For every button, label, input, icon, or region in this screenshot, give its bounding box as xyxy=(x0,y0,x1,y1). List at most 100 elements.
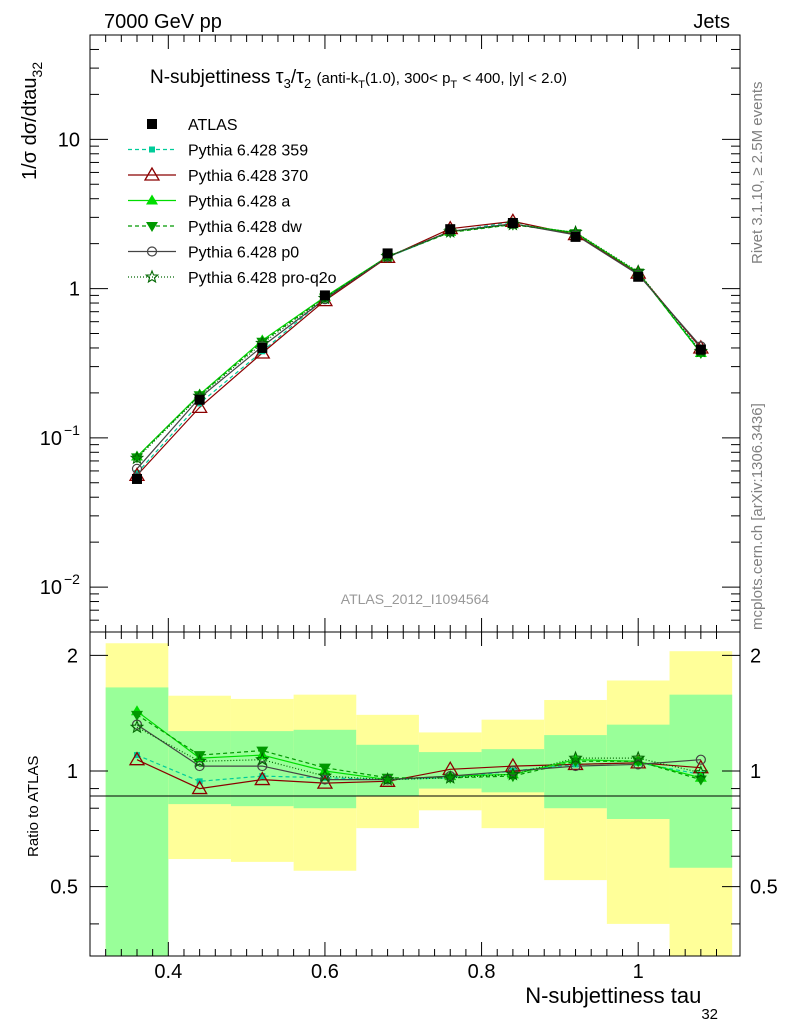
title-sub2: 2 xyxy=(304,76,311,91)
main-point-0-5 xyxy=(445,224,456,235)
ratio-point-0-2 xyxy=(259,773,266,780)
main-point-0-3 xyxy=(319,290,330,301)
main-ylabel-sub: 32 xyxy=(29,62,45,78)
title-tau-a: τ xyxy=(276,66,284,88)
ratio-ytick-label-left-2: 2 xyxy=(67,645,78,667)
main-ytick-exp-1: −1 xyxy=(64,422,80,438)
main-point-0-2 xyxy=(257,342,268,353)
ratio-axes: 0.5 0.5 1 1 2 2 0.4 0.6 0.8 1 xyxy=(50,632,778,983)
category-label: Jets xyxy=(693,11,730,33)
ratio-point-1-2 xyxy=(254,771,271,786)
plot-title: N-subjettiness τ3/τ2 (anti-kT(1.0), 300<… xyxy=(150,66,567,93)
main-line-6 xyxy=(136,223,702,459)
ratio-xlabel-text: N-subjettiness tau xyxy=(525,983,701,1008)
ratio-point-5-0 xyxy=(129,719,145,734)
ratio-xtick-label-3: 1 xyxy=(633,961,644,983)
ratio-frame xyxy=(89,631,741,957)
ratio-point-4-8 xyxy=(633,759,644,770)
main-ytick-label-1: 10 xyxy=(40,428,62,450)
ratio-ytick-label-right-1: 1 xyxy=(750,761,761,783)
main-line-5 xyxy=(136,223,702,470)
main-ylabel: 1/σ dσ/dtau32 xyxy=(19,62,45,180)
ratio-point-5-5 xyxy=(443,770,458,784)
analysis-id: ATLAS_2012_I1094564 xyxy=(341,591,490,607)
title-main: N-subjettiness xyxy=(150,67,270,88)
ratio-xlabel-sub: 32 xyxy=(701,1006,718,1023)
ratio-point-4-3 xyxy=(319,774,331,785)
legend-marker-0 xyxy=(147,119,157,129)
main-ytick-label-2: 1 xyxy=(69,279,80,301)
ratio-uncertainty-bands xyxy=(105,643,733,956)
ratio-stat-band-4 xyxy=(356,744,419,797)
ratio-line-1 xyxy=(136,759,701,790)
main-ylabel-text: 1/σ dσ/dtau xyxy=(19,77,41,180)
legend: ATLAS Pythia 6.428 359 Pythia 6.428 370 Pyt… xyxy=(128,117,337,287)
main-point-0-8 xyxy=(633,271,644,282)
legend-label-0: ATLAS xyxy=(188,117,238,134)
ratio-point-3-2 xyxy=(256,746,269,757)
ratio-point-5-3 xyxy=(317,768,333,783)
ratio-series-lines xyxy=(136,710,701,790)
legend-marker-3 xyxy=(146,194,158,205)
ratio-point-1-0 xyxy=(128,751,146,766)
rivet-label: Rivet 3.1.10, ≥ 2.5M events xyxy=(749,82,766,265)
main-point-0-7 xyxy=(570,231,581,242)
ratio-panel: 0.5 0.5 1 1 2 2 0.4 0.6 0.8 1 xyxy=(50,631,778,983)
ratio-point-4-9 xyxy=(695,754,706,765)
main-point-6-0 xyxy=(129,450,145,465)
main-ytick-label-0: 10 xyxy=(40,577,62,599)
legend-marker-1 xyxy=(149,146,155,153)
main-line-4 xyxy=(136,224,702,458)
title-sub3: 3 xyxy=(284,76,291,91)
ratio-point-4-6 xyxy=(507,765,518,777)
ratio-ylabel: Ratio to ATLAS xyxy=(25,756,42,857)
ratio-ytick-label-right-2: 2 xyxy=(750,645,761,667)
ratio-line-4 xyxy=(136,724,701,781)
ratio-stat-band-0 xyxy=(105,687,169,956)
ratio-stat-band-2 xyxy=(230,731,294,807)
ratio-line-5 xyxy=(136,726,701,781)
ratio-point-0-3 xyxy=(321,774,328,781)
ratio-point-4-7 xyxy=(570,760,581,772)
main-point-0-6 xyxy=(507,218,518,229)
main-point-5-0 xyxy=(131,463,143,474)
title-cuts-c: < 400, |y| < 2.0) xyxy=(462,70,567,87)
title-cuts-b: (1.0), 300< p xyxy=(365,70,450,87)
main-point-4-2 xyxy=(256,337,269,348)
main-ytick-exp-0: −2 xyxy=(64,571,80,587)
ratio-point-5-6 xyxy=(505,766,521,781)
ratio-ytick-label-left-1: 1 xyxy=(67,761,78,783)
title-tau-b: τ xyxy=(296,66,304,88)
ratio-point-3-9 xyxy=(694,775,707,786)
main-point-0-0 xyxy=(131,473,142,484)
ratio-ytick-label-left-0: 0.5 xyxy=(50,877,78,899)
title-sub-t2: T xyxy=(450,79,457,91)
title-slash: / xyxy=(291,67,297,88)
title-cuts-a: (anti-k xyxy=(317,70,359,87)
main-ytick-label-3: 10 xyxy=(58,129,80,151)
ratio-point-4-2 xyxy=(257,760,268,772)
ratio-xlabel: N-subjettiness tau32 xyxy=(525,983,718,1023)
main-series-markers xyxy=(128,213,709,484)
ratio-point-5-8 xyxy=(631,750,646,765)
energy-label: 7000 GeV pp xyxy=(104,11,222,33)
ratio-series-markers xyxy=(128,705,709,795)
ratio-xtick-label-1: 0.6 xyxy=(311,961,339,983)
ratio-stat-band-7 xyxy=(544,735,607,809)
ratio-point-1-1 xyxy=(191,780,208,795)
legend-marker-5 xyxy=(146,246,158,257)
ratio-point-5-9 xyxy=(693,765,708,779)
main-line-2 xyxy=(136,220,702,476)
main-point-0-9 xyxy=(695,344,706,355)
ratio-point-5-4 xyxy=(380,772,395,786)
legend-label-3: Pythia 6.428 a xyxy=(188,194,290,211)
ratio-stat-band-1 xyxy=(168,731,231,805)
ratio-xtick-label-0: 0.4 xyxy=(154,961,182,983)
legend-marker-6 xyxy=(144,269,160,284)
ratio-point-4-1 xyxy=(194,760,205,772)
main-series-lines xyxy=(136,220,702,476)
ratio-point-3-0 xyxy=(130,710,143,721)
